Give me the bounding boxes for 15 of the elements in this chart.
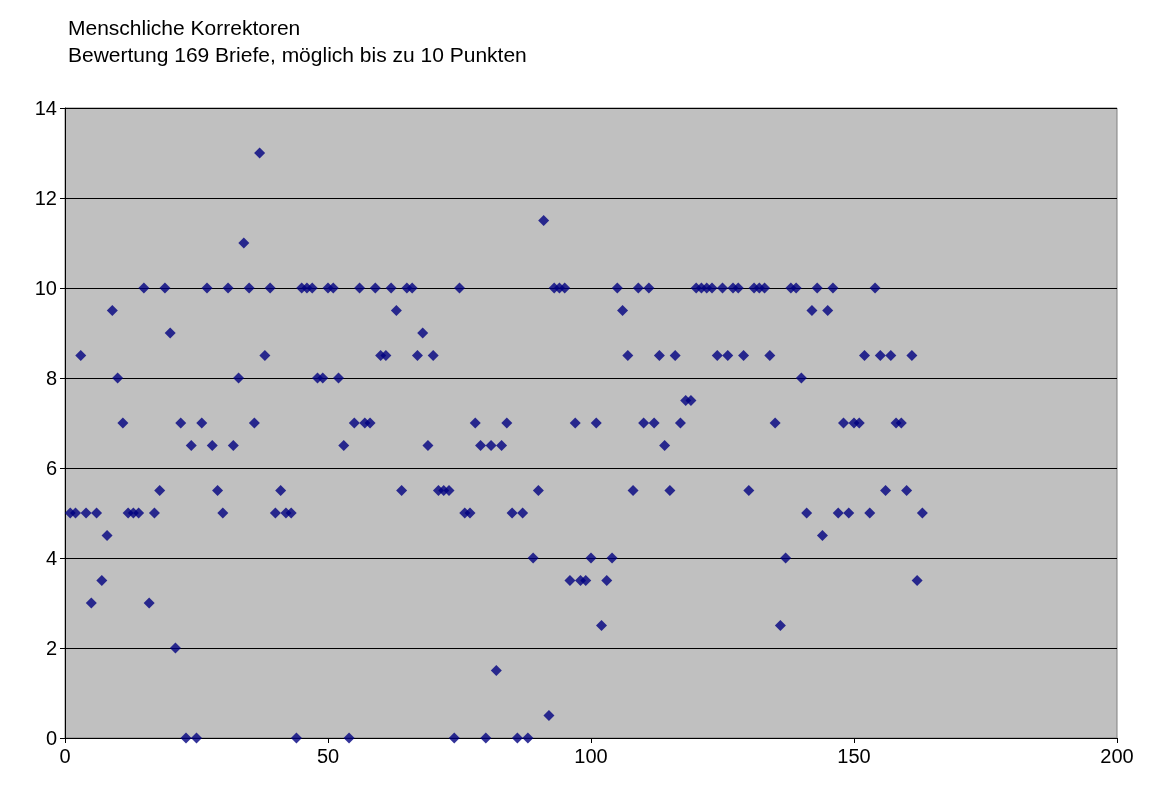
y-tick-label: 10	[34, 277, 57, 299]
y-tick-label: 6	[45, 457, 57, 479]
x-tick-label: 50	[316, 745, 340, 767]
x-tick-label: 100	[574, 745, 608, 767]
x-tick-label: 200	[1100, 745, 1134, 767]
y-tick-label: 14	[34, 97, 57, 119]
y-tick-label: 12	[34, 187, 57, 209]
y-tick-label: 2	[45, 637, 57, 659]
y-tick-label: 8	[45, 367, 57, 389]
x-tick-label: 150	[837, 745, 871, 767]
chart-title: Menschliche Korrektoren	[68, 16, 301, 39]
y-tick-label: 4	[45, 547, 57, 569]
y-tick-label: 0	[45, 727, 57, 749]
x-tick-label: 0	[59, 745, 71, 767]
chart-subtitle: Bewertung 169 Briefe, möglich bis zu 10 Punkten	[68, 43, 527, 66]
